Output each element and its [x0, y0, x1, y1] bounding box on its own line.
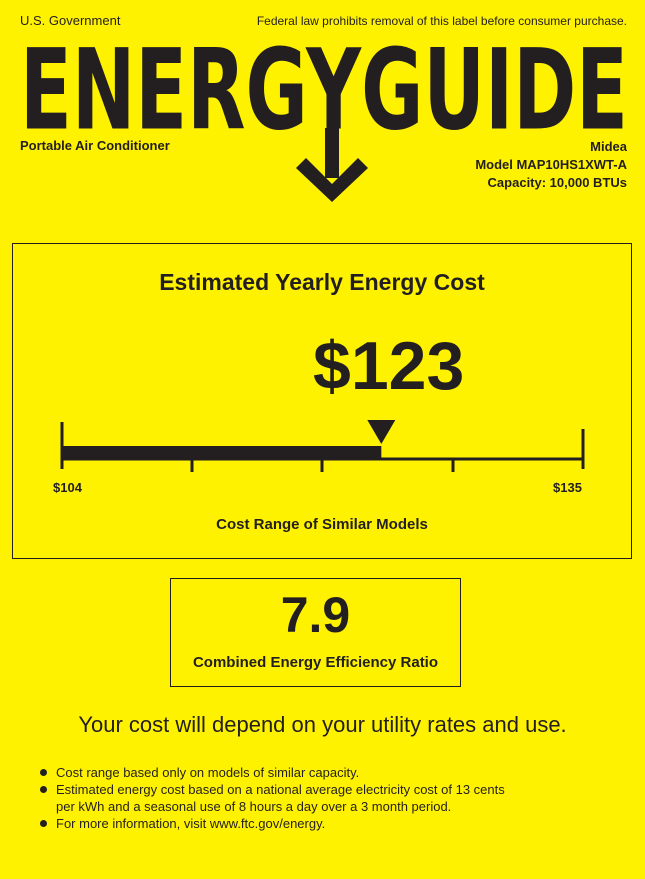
down-arrow-icon [296, 128, 368, 202]
svg-text:ENERGYGUIDE: ENERGYGUIDE [20, 40, 628, 132]
government-label: U.S. Government [20, 13, 121, 28]
footnote-item: Estimated energy cost based on a nationa… [40, 781, 520, 815]
cost-disclaimer-headline: Your cost will depend on your utility ra… [78, 712, 567, 737]
cost-value: $123 [313, 328, 465, 404]
footnotes-list: Cost range based only on models of simil… [40, 764, 520, 832]
removal-notice: Federal law prohibits removal of this la… [256, 14, 627, 28]
capacity: Capacity: 10,000 BTUs [487, 175, 627, 190]
yearly-cost-panel: Estimated Yearly Energy Cost $123 $104 $… [12, 243, 632, 559]
efficiency-panel: 7.9 Combined Energy Efficiency Ratio [170, 578, 461, 687]
cost-range-scale [60, 420, 585, 472]
energyguide-logo: ENERGYGUIDE [20, 40, 628, 132]
product-type: Portable Air Conditioner [20, 138, 170, 153]
efficiency-value: 7.9 [280, 587, 351, 643]
footnote-item: For more information, visit www.ftc.gov/… [40, 815, 520, 832]
model-number: Model MAP10HS1XWT-A [475, 157, 627, 172]
range-caption: Cost Range of Similar Models [216, 516, 428, 533]
range-max-label: $135 [553, 480, 582, 495]
range-min-label: $104 [53, 480, 82, 495]
cost-marker-icon [367, 420, 396, 444]
cost-title: Estimated Yearly Energy Cost [159, 269, 485, 295]
footnote-item: Cost range based only on models of simil… [40, 764, 520, 781]
scale-fill [62, 446, 382, 460]
efficiency-label: Combined Energy Efficiency Ratio [192, 654, 439, 671]
brand: Midea [590, 139, 627, 154]
